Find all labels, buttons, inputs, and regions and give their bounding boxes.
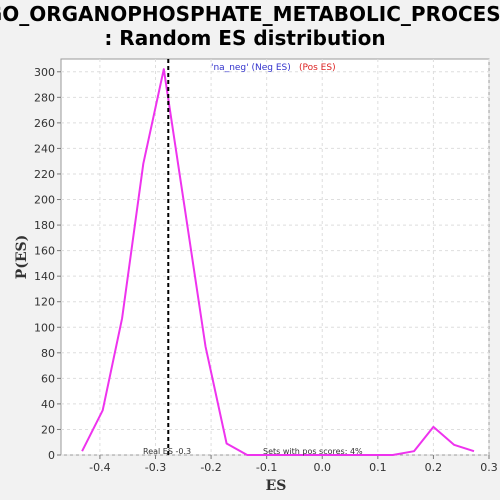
- y-tick-label: 100: [34, 321, 55, 334]
- x-axis-label: ES: [266, 478, 287, 494]
- x-tick-label: -0.3: [145, 461, 166, 474]
- y-tick-label: 140: [34, 270, 55, 283]
- chart-title-line1: GO_ORGANOPHOSPHATE_METABOLIC_PROCESS: [0, 2, 500, 26]
- y-tick-label: 40: [41, 398, 55, 411]
- x-tick-label: 0.2: [425, 461, 443, 474]
- series-layer: [81, 59, 475, 456]
- x-tick-label: 0.1: [369, 461, 387, 474]
- y-tick-label: 240: [34, 142, 55, 155]
- y-tick-label: 280: [34, 91, 55, 104]
- y-tick-label: 20: [41, 423, 55, 436]
- y-tick-label: 120: [34, 296, 55, 309]
- legend-neg-es: 'na_neg' (Neg ES): [211, 63, 291, 73]
- y-tick-label: 180: [34, 219, 55, 232]
- plot-area: [60, 58, 490, 456]
- x-tick-label: 0.3: [480, 461, 498, 474]
- x-tick-label: -0.1: [256, 461, 277, 474]
- axes: 0 20 40 60 80 100 120 140 160 180 200 220 240 260 280 3…: [34, 66, 498, 474]
- y-tick-label: 60: [41, 372, 55, 385]
- real-es-label: Real ES -0.3: [143, 447, 191, 456]
- legend-pos-es: (Pos ES): [299, 63, 336, 73]
- es-distribution-line: [81, 68, 475, 456]
- y-tick-label: 260: [34, 117, 55, 130]
- y-axis-label: P(ES): [14, 235, 30, 280]
- y-tick-label: 80: [41, 347, 55, 360]
- y-tick-label: 300: [34, 66, 55, 79]
- y-tick-label: 220: [34, 168, 55, 181]
- y-tick-label: 200: [34, 194, 55, 207]
- x-tick-label: -0.2: [200, 461, 221, 474]
- y-tick-label: 160: [34, 245, 55, 258]
- x-tick-label: 0.0: [313, 461, 331, 474]
- grid: [61, 59, 490, 456]
- pos-scores-annotation: Sets with pos scores: 4%: [263, 447, 363, 456]
- x-tick-label: -0.4: [89, 461, 110, 474]
- chart-title-line2: : Random ES distribution: [104, 26, 385, 50]
- y-tick-label: 0: [48, 449, 55, 462]
